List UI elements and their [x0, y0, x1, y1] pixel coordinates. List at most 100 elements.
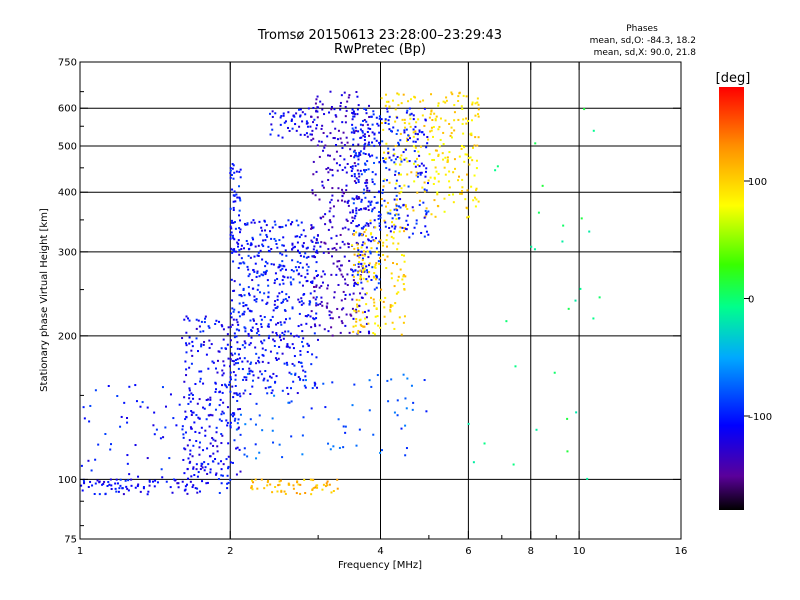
data-point: [335, 162, 338, 165]
data-point: [189, 400, 192, 403]
data-point: [306, 342, 309, 345]
data-point: [472, 199, 475, 202]
data-point: [230, 227, 233, 230]
data-point: [316, 116, 319, 119]
data-point: [242, 305, 245, 308]
data-point: [391, 225, 394, 228]
data-point: [313, 276, 316, 279]
data-point: [232, 396, 235, 399]
data-point: [220, 433, 223, 436]
data-point: [195, 468, 198, 471]
data-point: [442, 158, 445, 161]
data-point: [349, 211, 352, 214]
data-point: [154, 479, 157, 482]
data-point: [214, 323, 217, 326]
data-point: [402, 151, 405, 154]
data-point: [378, 117, 381, 120]
data-point: [264, 387, 267, 390]
data-point: [247, 307, 250, 310]
x-tick-label: 6: [465, 546, 471, 557]
data-point: [237, 323, 240, 326]
data-point: [220, 482, 223, 485]
data-point: [229, 325, 232, 328]
data-point: [425, 189, 428, 192]
data-point: [341, 275, 344, 278]
data-point: [320, 300, 323, 303]
data-point: [352, 129, 355, 132]
data-point: [373, 288, 376, 291]
data-point: [306, 269, 309, 272]
data-point: [465, 117, 468, 120]
data-point: [183, 380, 186, 383]
data-point: [336, 487, 339, 490]
data-point: [382, 157, 385, 160]
data-point: [323, 146, 326, 149]
data-point: [373, 137, 376, 140]
data-point: [277, 134, 280, 137]
data-point: [397, 93, 400, 96]
data-point: [324, 213, 327, 216]
y-tick-label: 200: [58, 331, 77, 342]
data-point: [128, 473, 131, 476]
data-point: [188, 393, 191, 396]
data-point: [315, 275, 318, 278]
data-point: [388, 168, 391, 171]
data-point: [358, 428, 361, 431]
data-point: [246, 242, 249, 245]
data-point: [392, 154, 395, 157]
data-point: [98, 493, 101, 496]
data-point: [267, 325, 270, 328]
data-point: [318, 286, 321, 289]
data-point: [361, 131, 364, 134]
data-point: [361, 259, 364, 262]
data-point: [344, 324, 347, 327]
data-point: [188, 319, 191, 322]
data-point: [214, 408, 217, 411]
data-point: [553, 371, 556, 374]
data-point: [319, 216, 322, 219]
data-point: [337, 199, 340, 202]
data-point: [406, 208, 409, 211]
data-point: [153, 411, 156, 414]
data-point: [196, 491, 199, 494]
data-point: [443, 166, 446, 169]
data-point: [362, 119, 365, 122]
data-point: [339, 264, 342, 267]
data-point: [297, 483, 300, 486]
data-point: [231, 385, 234, 388]
data-point: [395, 182, 398, 185]
data-point: [367, 330, 370, 333]
data-point: [343, 243, 346, 246]
data-point: [321, 124, 324, 127]
data-point: [304, 370, 307, 373]
data-point: [316, 338, 319, 341]
data-point: [337, 283, 340, 286]
data-point: [356, 273, 359, 276]
data-point: [391, 221, 394, 224]
data-point: [360, 208, 363, 211]
data-point: [412, 135, 415, 138]
data-point: [412, 140, 415, 143]
data-point: [320, 296, 323, 299]
data-point: [90, 469, 93, 472]
data-point: [370, 296, 373, 299]
data-point: [396, 414, 399, 417]
data-point: [406, 377, 409, 380]
data-point: [353, 233, 356, 236]
data-point: [235, 318, 238, 321]
data-point: [183, 447, 186, 450]
data-point: [275, 242, 278, 245]
data-point: [264, 349, 267, 352]
data-point: [258, 451, 261, 454]
data-point: [371, 123, 374, 126]
data-point: [198, 370, 201, 373]
data-point: [357, 262, 360, 265]
data-point: [374, 315, 377, 318]
data-point: [292, 487, 295, 490]
data-point: [407, 134, 410, 137]
data-point: [406, 140, 409, 143]
data-point: [274, 357, 277, 360]
data-point: [336, 478, 339, 481]
data-point: [128, 385, 131, 388]
data-point: [403, 287, 406, 290]
